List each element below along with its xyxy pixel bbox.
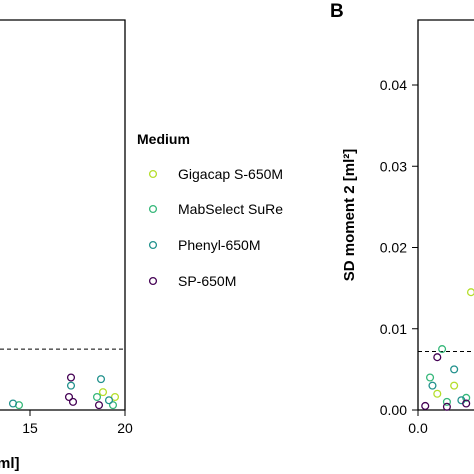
legend-item-phenyl: Phenyl-650M [148,237,261,253]
point-mabselect-sure-5 [462,393,471,402]
panel-b-x-tick-label-0: 0.0 [408,420,428,436]
panel-b-y-axis-title: SD moment 2 [ml²] [341,149,358,282]
point-mabselect-sure-0 [438,345,447,354]
panel-a-x-axis-title: ml] [0,455,20,472]
legend-item-mabselect: MabSelect SuRe [148,201,283,217]
point-phenyl-650m-4 [66,381,76,390]
legend-marker-phenyl [148,240,158,250]
legend-item-sp: SP-650M [148,273,236,289]
panel-b-y-tick-label-0: 0.00 [380,402,407,418]
point-mabselect-sure-2 [425,373,435,382]
point-sp-650m-0 [66,373,76,382]
legend-marker-sp [148,276,158,286]
panel-b-points [421,288,474,411]
point-sp-650m-2 [68,397,78,406]
panel-b: B 0.00 0.01 0.02 0.03 0.04 0.0 SD moment 2 [… [330,1,474,436]
panel-b-y-tick-label-1: 0.01 [380,321,407,337]
panel-a-frame [0,19,126,411]
point-sp-650m-0 [433,353,442,362]
point-gigacap-s-650m-1 [110,392,120,402]
panel-b-tag: B [330,1,344,22]
point-gigacap-s-650m-0 [98,388,108,397]
point-sp-650m-1 [462,399,471,408]
point-phenyl-650m-2 [96,375,106,384]
legend: Medium Gigacap S-650M MabSelect SuRe Phe… [137,131,283,289]
point-sp-650m-8 [442,402,451,411]
panel-a-x-tick-label-15: 15 [22,420,38,436]
point-mabselect-sure-2 [92,392,102,402]
legend-label-mabselect: MabSelect SuRe [178,201,283,217]
point-sp-650m-7 [421,401,430,410]
point-mabselect-sure-7 [442,397,451,406]
point-sp-650m-3 [94,401,104,410]
point-sp-650m-1 [64,392,74,402]
panel-a-points [8,373,120,410]
panel-a: 15 20 ml] [0,19,133,472]
point-gigacap-s-650m-2 [450,381,459,390]
point-phenyl-650m-1 [8,399,18,408]
legend-marker-mabselect [148,204,158,214]
legend-label-sp: SP-650M [178,273,236,289]
panel-b-y-axis: 0.00 0.01 0.02 0.03 0.04 [380,77,418,418]
legend-item-gigacap: Gigacap S-650M [148,166,283,182]
legend-title: Medium [137,131,190,147]
legend-label-phenyl: Phenyl-650M [178,237,261,253]
point-phenyl-650m-2 [428,381,437,390]
point-gigacap-s-650m-0 [466,288,474,297]
panel-b-y-tick-label-4: 0.04 [380,77,407,93]
panel-b-y-tick-label-3: 0.03 [380,158,407,174]
legend-marker-gigacap [148,169,158,179]
legend-label-gigacap: Gigacap S-650M [178,166,283,182]
point-mabselect-sure-3 [108,401,118,410]
point-phenyl-650m-3 [104,396,114,405]
panel-b-y-tick-label-2: 0.02 [380,240,407,256]
point-phenyl-650m-0 [450,365,459,374]
point-gigacap-s-650m-5 [433,389,442,398]
panel-a-x-tick-label-20: 20 [117,420,133,436]
